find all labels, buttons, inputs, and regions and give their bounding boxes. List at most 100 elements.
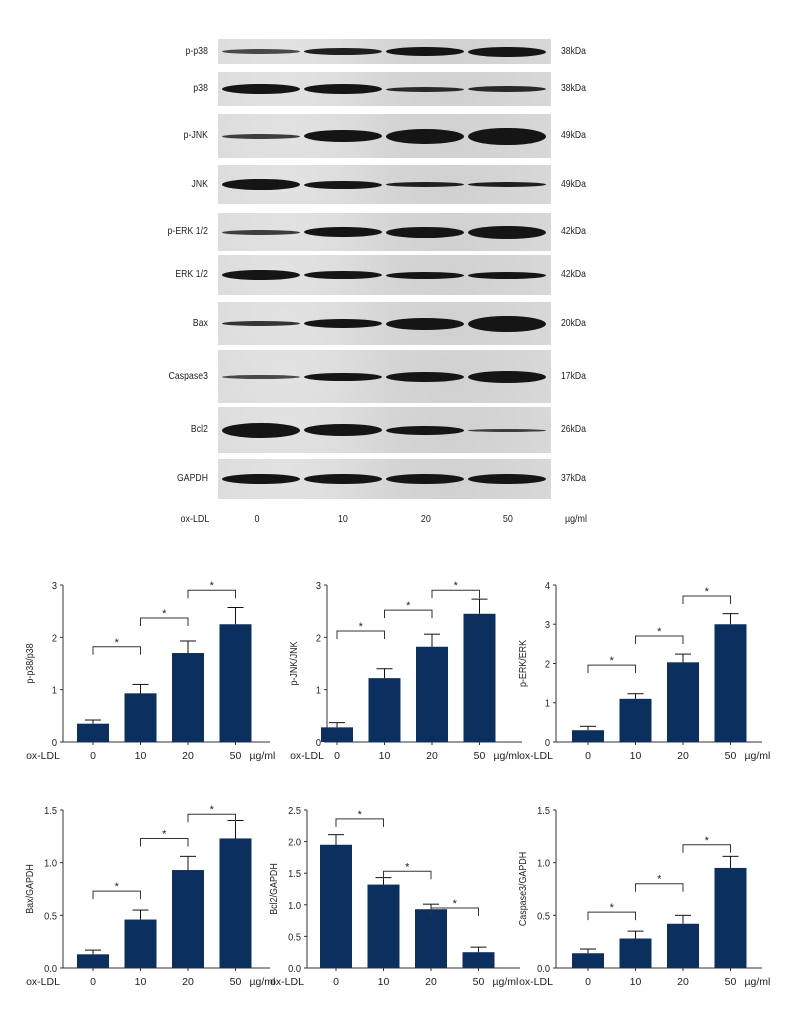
blot-band xyxy=(222,474,300,484)
x-tick-label: 20 xyxy=(677,976,689,988)
y-tick-label: 0 xyxy=(545,738,551,750)
significance-star: * xyxy=(210,804,215,816)
x-tick-label: 0 xyxy=(585,976,591,988)
x-axis-label: ox-LDL xyxy=(26,750,60,762)
significance-bracket xyxy=(682,595,731,604)
bar xyxy=(714,867,747,968)
y-tick-label: 0 xyxy=(316,738,322,750)
bar xyxy=(172,653,204,742)
y-tick-label: 0.0 xyxy=(44,964,57,976)
significance-bracket xyxy=(92,646,141,655)
blot-kda-label: 17kDa xyxy=(561,369,586,382)
y-tick-label: 1.0 xyxy=(44,858,57,870)
x-tick-label: 20 xyxy=(425,976,437,988)
y-tick-label: 0 xyxy=(52,738,58,750)
bar xyxy=(219,624,252,742)
y-tick-label: 1.5 xyxy=(44,806,57,818)
blot-panel xyxy=(218,39,551,64)
x-tick-label: 20 xyxy=(182,750,194,762)
blot-band xyxy=(304,372,382,381)
dose-label: 10 xyxy=(337,513,348,525)
significance-star: * xyxy=(115,637,120,649)
y-tick-label: 2 xyxy=(316,633,321,645)
blot-band xyxy=(386,86,464,92)
blot-band xyxy=(222,229,300,235)
blot-panel xyxy=(218,407,551,453)
y-tick-label: 0.5 xyxy=(288,932,301,944)
blot-kda-label: 37kDa xyxy=(561,472,586,484)
significance-bracket xyxy=(587,911,636,921)
x-tick-label: 50 xyxy=(725,750,737,762)
significance-bracket xyxy=(682,844,731,853)
y-tick-label: 0.5 xyxy=(537,911,550,923)
blot-band xyxy=(304,48,382,55)
treatment-label: ox-LDL xyxy=(180,513,210,525)
blot-row-label: p38 xyxy=(193,82,208,94)
x-unit-label: µg/ml xyxy=(493,976,519,988)
blot-band xyxy=(468,127,546,145)
bar xyxy=(124,693,157,742)
blot-band xyxy=(222,49,300,54)
blot-band xyxy=(468,370,546,383)
unit-label: µg/ml xyxy=(564,513,587,525)
y-tick-label: 1.0 xyxy=(288,900,301,912)
x-tick-label: 10 xyxy=(378,976,390,988)
significance-star: * xyxy=(657,626,662,638)
x-tick-label: 50 xyxy=(725,976,737,988)
bar xyxy=(367,884,400,968)
x-unit-label: µg/ml xyxy=(494,750,520,762)
bar xyxy=(572,730,604,742)
x-tick-label: 20 xyxy=(182,976,194,988)
blot-band xyxy=(222,133,300,139)
blot-row-label: Caspase3 xyxy=(168,369,208,382)
bar xyxy=(619,698,652,742)
x-tick-label: 20 xyxy=(426,750,438,762)
blot-band xyxy=(468,315,546,332)
significance-star: * xyxy=(406,600,411,612)
bar xyxy=(572,953,604,968)
bar xyxy=(415,909,447,968)
significance-bracket xyxy=(635,635,684,645)
x-tick-label: 0 xyxy=(334,750,340,762)
blot-band xyxy=(304,84,382,94)
bar xyxy=(77,954,109,968)
blot-kda-label: 38kDa xyxy=(561,44,586,57)
significance-star: * xyxy=(405,861,410,873)
bar xyxy=(463,613,496,742)
x-unit-label: µg/ml xyxy=(250,750,276,762)
blot-band xyxy=(468,46,546,57)
x-tick-label: 50 xyxy=(474,750,486,762)
significance-star: * xyxy=(358,809,363,821)
blot-panel xyxy=(218,459,551,499)
significance-bracket xyxy=(140,617,189,626)
x-tick-label: 10 xyxy=(135,750,147,762)
x-axis-label: ox-LDL xyxy=(270,976,304,988)
blot-band xyxy=(468,86,546,92)
blot-band xyxy=(386,128,464,144)
x-tick-label: 20 xyxy=(677,750,689,762)
blot-band xyxy=(304,227,382,237)
blot-band xyxy=(304,180,382,189)
y-tick-label: 1.0 xyxy=(537,858,550,870)
y-tick-label: 0.5 xyxy=(44,911,57,923)
y-axis-label: Caspase3/GAPDH xyxy=(517,852,529,926)
y-tick-label: 4 xyxy=(545,581,551,593)
bar xyxy=(77,723,109,742)
blot-kda-label: 42kDa xyxy=(561,225,586,237)
blot-band xyxy=(222,179,300,190)
blot-band xyxy=(386,182,464,187)
bar xyxy=(219,838,252,968)
blot-panel xyxy=(218,213,551,251)
blot-row-label: p-p38 xyxy=(185,44,208,57)
x-tick-label: 0 xyxy=(90,976,96,988)
y-axis-label: Bcl2/GAPDH xyxy=(268,863,280,915)
y-tick-label: 1 xyxy=(316,685,322,697)
significance-star: * xyxy=(454,580,459,592)
bar xyxy=(416,646,448,742)
significance-bracket xyxy=(587,664,636,674)
blot-band xyxy=(386,47,464,56)
y-tick-label: 1 xyxy=(545,698,551,710)
dose-label: 0 xyxy=(254,513,260,525)
blot-panel xyxy=(218,165,551,204)
blot-row-label: GAPDH xyxy=(176,472,208,484)
